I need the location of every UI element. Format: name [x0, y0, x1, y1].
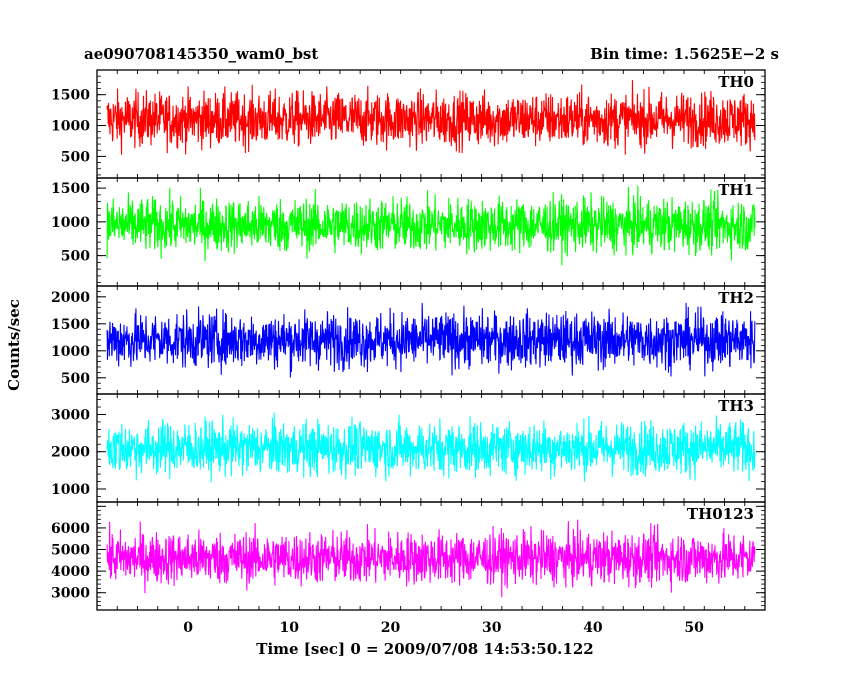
- y-tick-label: 500: [61, 149, 90, 165]
- y-tick-label: 1500: [51, 317, 90, 333]
- x-tick-label: 30: [482, 620, 502, 636]
- series-line-th1: [106, 185, 756, 266]
- panel-th1: 500 1000 1500 TH1: [51, 177, 766, 287]
- y-tick-label: 5000: [51, 543, 90, 559]
- y-tick-label: 2000: [51, 445, 90, 461]
- y-tick-label: 500: [61, 371, 90, 387]
- panel-label: TH1: [718, 181, 754, 199]
- x-tick-label: 10: [280, 620, 300, 636]
- y-tick-label: 1500: [51, 181, 90, 197]
- y-tick-label: 1000: [51, 119, 90, 135]
- y-tick-label: 3000: [51, 407, 90, 423]
- panel-th0123: 3000 4000 5000 6000 TH0123: [51, 501, 766, 611]
- x-tick-label: 20: [381, 620, 401, 636]
- x-axis: 0 10 20 30 40 50: [183, 620, 704, 636]
- y-tick-label: 500: [61, 249, 90, 265]
- panel-th0: 500 1000 1500 TH0: [51, 69, 766, 179]
- y-tick-label: 3000: [51, 586, 90, 602]
- y-tick-label: 1500: [51, 88, 90, 104]
- chart-title: ae090708145350_wam0_bst: [84, 45, 318, 63]
- y-tick-label: 4000: [51, 564, 90, 580]
- panel-th3: 1000 2000 3000 TH3: [51, 393, 766, 503]
- panel-label: TH0123: [687, 505, 754, 523]
- bin-time-label: Bin time: 1.5625E−2 s: [590, 45, 779, 63]
- series-line-th2: [106, 302, 756, 378]
- series-line-th0: [106, 80, 756, 155]
- y-tick-label: 2000: [51, 290, 90, 306]
- series-line-th0123: [106, 519, 756, 598]
- panel-th2: 500 1000 1500 2000 TH2: [51, 285, 766, 395]
- x-tick-label: 0: [183, 620, 193, 636]
- series-line-th3: [106, 412, 756, 483]
- x-tick-label: 40: [583, 620, 603, 636]
- y-tick-label: 1000: [51, 215, 90, 231]
- y-tick-label: 1000: [51, 482, 90, 498]
- panel-label: TH2: [718, 289, 754, 307]
- y-axis-label: Counts/sec: [5, 299, 23, 391]
- panel-frame: [96, 501, 766, 611]
- x-tick-label: 50: [684, 620, 704, 636]
- panel-label: TH0: [718, 73, 754, 91]
- y-tick-label: 1000: [51, 344, 90, 360]
- panel-label: TH3: [718, 397, 754, 415]
- y-tick-label: 6000: [51, 521, 90, 537]
- panels-group: 500 1000 1500 TH0 500 1000 1500 TH1 500 1000 1500 2…: [51, 69, 766, 611]
- x-axis-label: Time [sec] 0 = 2009/07/08 14:53:50.122: [256, 640, 593, 658]
